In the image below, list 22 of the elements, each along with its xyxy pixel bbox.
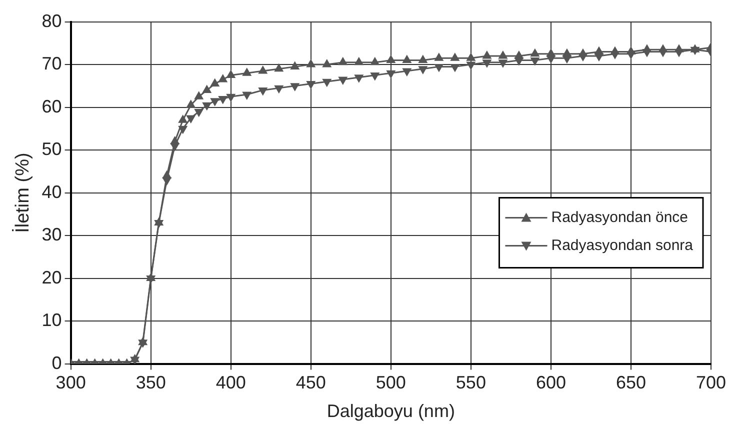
y-tick-label: 70 <box>42 54 62 74</box>
y-tick-label: 60 <box>42 96 62 116</box>
x-tick-label: 400 <box>216 372 246 393</box>
y-tick-label: 50 <box>42 139 62 160</box>
y-tick-label: 40 <box>42 182 62 202</box>
y-tick-label: 20 <box>42 267 62 288</box>
y-tick-label: 10 <box>42 310 62 330</box>
x-tick-label: 500 <box>376 372 406 393</box>
x-tick-label: 350 <box>136 372 166 393</box>
x-tick-label: 700 <box>696 372 726 393</box>
legend-label: Radyasyondan sonra <box>551 236 694 254</box>
y-tick-label: 80 <box>42 10 62 31</box>
x-tick-label: 650 <box>616 372 646 393</box>
x-tick-label: 450 <box>296 372 326 393</box>
x-axis-title: Dalgaboyu (nm) <box>326 401 455 422</box>
x-tick-label: 300 <box>56 372 86 393</box>
legend-label: Radyasyondan önce <box>551 208 688 226</box>
y-tick-label: 30 <box>42 224 62 245</box>
y-tick-label: 0 <box>52 352 62 373</box>
y-axis-title: İletim (%) <box>12 152 34 233</box>
x-tick-label: 550 <box>456 372 486 393</box>
x-tick-label: 600 <box>536 372 566 393</box>
